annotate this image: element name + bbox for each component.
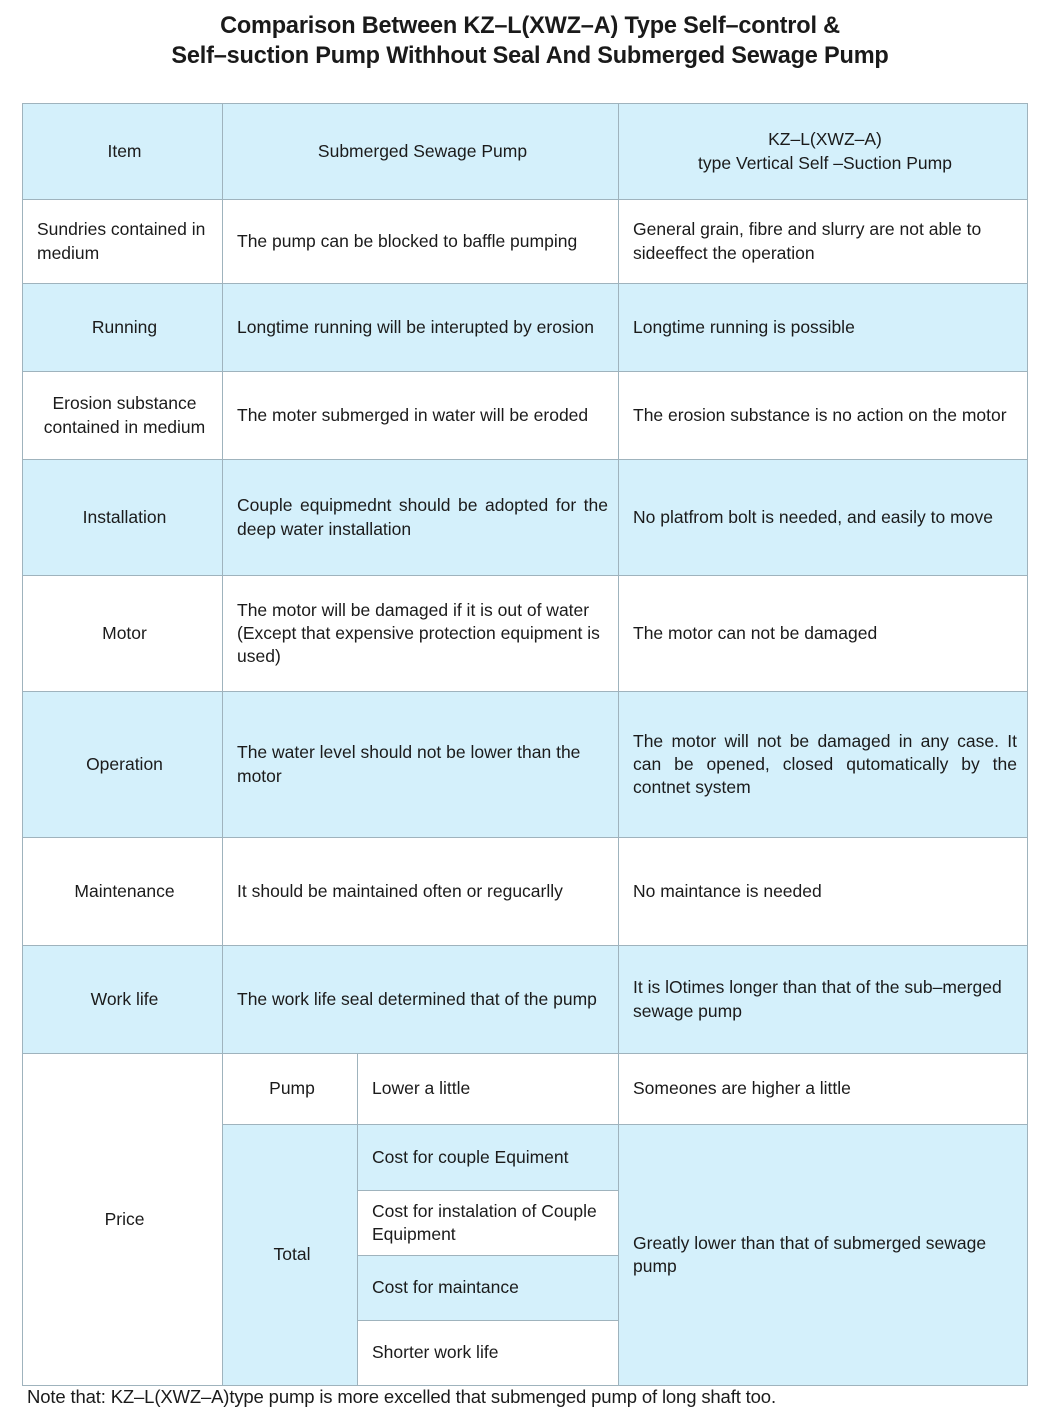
row-label-motor: Motor: [22, 575, 223, 692]
price-subrow-label-pump: Pump: [222, 1053, 358, 1125]
row-label-maintenance: Maintenance: [22, 837, 223, 946]
table-row: Work life The work life seal determined …: [22, 945, 1028, 1054]
cell-submerged-work-life: The work life seal determined that of th…: [222, 945, 619, 1054]
price-detail-cost-couple-equiment: Cost for couple Equiment: [357, 1124, 619, 1191]
header-col3-line1: KZ–L(XWZ–A): [768, 129, 882, 150]
table-row-price-total-1: Total Cost for couple Equiment Greatly l…: [22, 1124, 1028, 1386]
cell-submerged-operation: The water level should not be lower than…: [222, 691, 619, 838]
page-title: Comparison Between KZ–L(XWZ–A) Type Self…: [21, 0, 1039, 71]
cell-selfsuction-maintenance: No maintance is needed: [618, 837, 1028, 946]
header-col3-line2: type Vertical Self –Suction Pump: [698, 152, 952, 173]
price-detail-pump: Lower a little: [357, 1053, 619, 1125]
price-subrow-label-total: Total: [222, 1124, 358, 1386]
cell-submerged-sundries: The pump can be blocked to baffle pumpin…: [222, 199, 619, 284]
row-label-running: Running: [22, 283, 223, 372]
comparison-table: Item Submerged Sewage Pump KZ–L(XWZ–A) t…: [22, 103, 1028, 1386]
price-detail-shorter-work-life: Shorter work life: [357, 1320, 619, 1386]
footer-note: Note that: KZ–L(XWZ–A)type pump is more …: [27, 1386, 776, 1407]
price-right-pump: Someones are higher a little: [618, 1053, 1028, 1125]
table-row: Installation Couple equipmednt should be…: [22, 459, 1028, 576]
price-right-total: Greatly lower than that of submerged sew…: [618, 1124, 1028, 1386]
row-label-installation: Installation: [22, 459, 223, 576]
row-label-operation: Operation: [22, 691, 223, 838]
table-row: Operation The water level should not be …: [22, 691, 1028, 838]
row-label-erosion-substance: Erosion substance contained in medium: [22, 371, 223, 460]
cell-selfsuction-installation: No platfrom bolt is needed, and easily t…: [618, 459, 1028, 576]
cell-submerged-motor: The motor will be damaged if it is out o…: [222, 575, 619, 692]
cell-submerged-running: Longtime running will be interupted by e…: [222, 283, 619, 372]
header-submerged-sewage-pump: Submerged Sewage Pump: [222, 103, 619, 200]
row-label-sundries: Sundries contained in medium: [22, 199, 223, 284]
table-row: Maintenance It should be maintained ofte…: [22, 837, 1028, 946]
table-row-price-pump: Price Pump Lower a little Someones are h…: [22, 1053, 1028, 1386]
cell-selfsuction-running: Longtime running is possible: [618, 283, 1028, 372]
cell-selfsuction-motor: The motor can not be damaged: [618, 575, 1028, 692]
cell-selfsuction-operation: The motor will not be damaged in any cas…: [618, 691, 1028, 838]
cell-submerged-erosion: The moter submerged in water will be ero…: [222, 371, 619, 460]
price-detail-cost-instalation: Cost for instalation of Couple Equipment: [357, 1190, 619, 1256]
cell-submerged-maintenance: It should be maintained often or regucar…: [222, 837, 619, 946]
row-label-work-life: Work life: [22, 945, 223, 1054]
price-detail-cost-maintance: Cost for maintance: [357, 1255, 619, 1321]
table-header-row: Item Submerged Sewage Pump KZ–L(XWZ–A) t…: [22, 103, 1028, 200]
header-self-suction-pump: KZ–L(XWZ–A) type Vertical Self –Suction …: [618, 103, 1028, 200]
table-row: Running Longtime running will be interup…: [22, 283, 1028, 372]
table-row: Erosion substance contained in medium Th…: [22, 371, 1028, 460]
row-label-price: Price: [22, 1053, 223, 1386]
cell-selfsuction-sundries: General grain, fibre and slurry are not …: [618, 199, 1028, 284]
title-line-1: Comparison Between KZ–L(XWZ–A) Type Self…: [220, 12, 840, 39]
header-item: Item: [22, 103, 223, 200]
table-row: Motor The motor will be damaged if it is…: [22, 575, 1028, 692]
title-line-2: Self–suction Pump Withhout Seal And Subm…: [171, 42, 889, 69]
table-row: Sundries contained in medium The pump ca…: [22, 199, 1028, 284]
comparison-table-wrap: Item Submerged Sewage Pump KZ–L(XWZ–A) t…: [22, 103, 1028, 1386]
cell-selfsuction-work-life: It is lOtimes longer than that of the su…: [618, 945, 1028, 1054]
cell-selfsuction-erosion: The erosion substance is no action on th…: [618, 371, 1028, 460]
cell-submerged-installation: Couple equipmednt should be adopted for …: [222, 459, 619, 576]
